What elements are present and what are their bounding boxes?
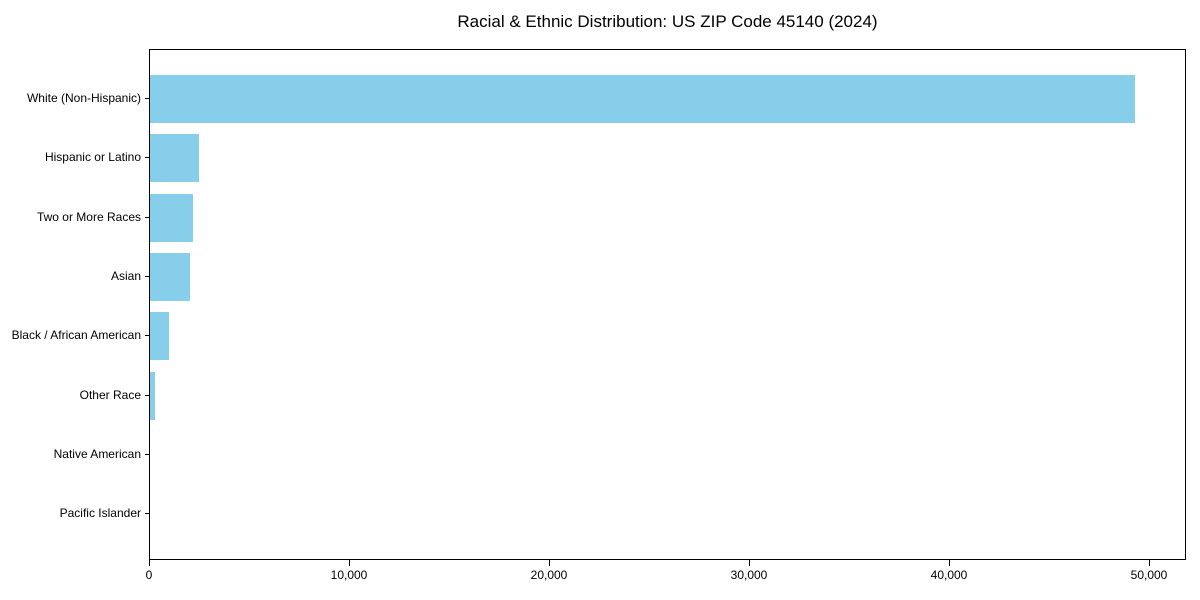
y-axis-label: Two or More Races <box>36 209 141 224</box>
x-tick-label: 40,000 <box>930 568 968 582</box>
y-tick-mark <box>145 453 149 455</box>
x-tick-mark <box>549 560 550 566</box>
x-tick-label: 0 <box>145 568 153 582</box>
x-tick-mark <box>949 560 950 566</box>
bar-black-african-american <box>150 312 169 361</box>
y-tick-mark <box>145 394 149 396</box>
bar-two-or-more-races <box>150 193 193 242</box>
y-tick-mark <box>145 216 149 218</box>
y-axis-label: Native American <box>53 446 141 461</box>
y-tick-mark <box>145 98 149 99</box>
x-tick-mark <box>749 560 750 566</box>
y-tick-mark <box>145 335 149 337</box>
x-tick-mark <box>1149 560 1150 566</box>
y-axis-label: Other Race <box>79 387 141 402</box>
x-tick-label: 20,000 <box>530 568 568 582</box>
x-tick-mark <box>349 560 350 566</box>
y-tick-mark <box>145 513 149 515</box>
plot-area <box>149 49 1186 560</box>
y-axis-label: Pacific Islander <box>59 506 141 521</box>
x-tick-label: 50,000 <box>1130 568 1168 582</box>
bar-white-non-hispanic <box>150 75 1136 123</box>
x-tick-label: 30,000 <box>730 568 768 582</box>
y-tick-mark <box>145 157 149 159</box>
x-tick-label: 10,000 <box>330 568 368 582</box>
bar-hispanic-or-latino <box>150 134 199 183</box>
bar-asian <box>150 252 191 301</box>
y-axis-label: Black / African American <box>11 328 141 343</box>
chart-title: Racial & Ethnic Distribution: US ZIP Cod… <box>457 12 878 31</box>
x-tick-mark <box>149 560 150 566</box>
y-axis-label: Hispanic or Latino <box>44 150 141 165</box>
y-tick-mark <box>145 275 149 277</box>
y-axis-label: Asian <box>110 268 141 283</box>
bar-other-race <box>150 371 156 420</box>
y-axis-label: White (Non-Hispanic) <box>26 91 141 105</box>
